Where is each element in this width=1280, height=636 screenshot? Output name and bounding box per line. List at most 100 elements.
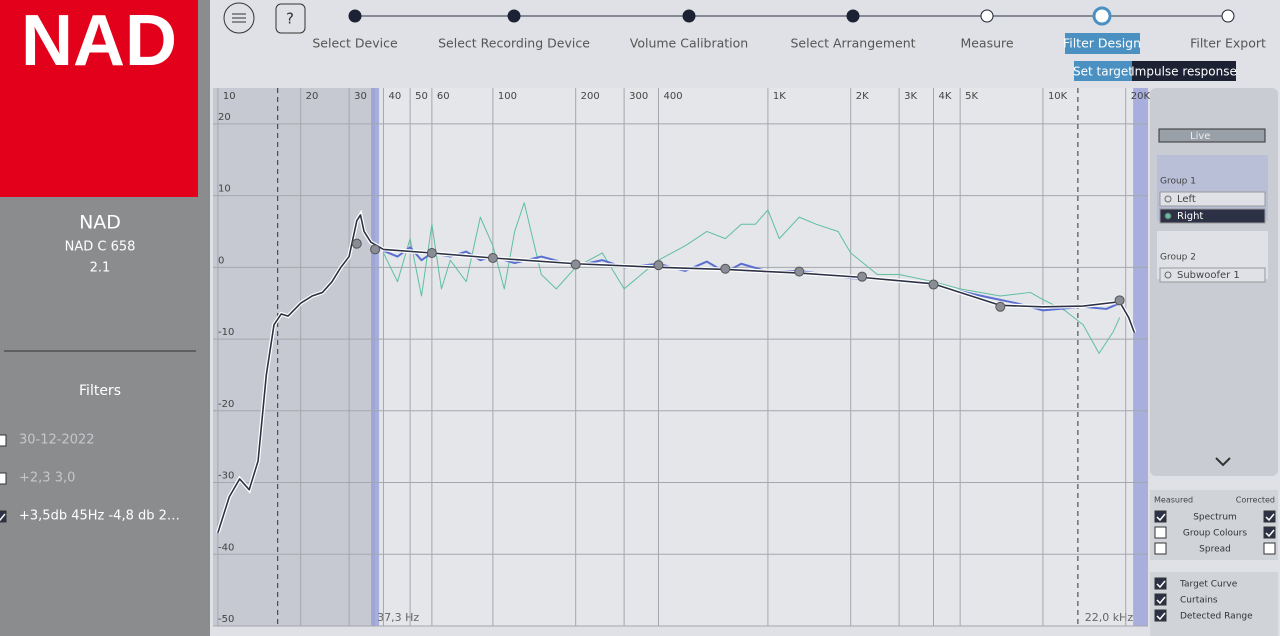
- curtain-high: [1133, 88, 1148, 626]
- tab-label[interactable]: Set target: [1073, 65, 1133, 79]
- toggle-checkbox[interactable]: [1154, 609, 1167, 622]
- y-tick-label: -30: [218, 471, 234, 482]
- channel-row[interactable]: [1159, 208, 1266, 224]
- live-box[interactable]: [1158, 128, 1266, 143]
- step-dot[interactable]: [348, 9, 362, 23]
- toggle-options: [1150, 572, 1278, 636]
- x-tick-label: 3K: [904, 91, 917, 102]
- toggle-checkbox[interactable]: [1154, 577, 1167, 590]
- column-label: Corrected: [1236, 496, 1275, 505]
- step-label[interactable]: Filter Design: [1063, 36, 1141, 51]
- x-tick-label: 300: [629, 91, 648, 102]
- control-point[interactable]: [720, 263, 731, 274]
- toggle-label: Curtains: [1180, 596, 1218, 606]
- live-label: Live: [1190, 131, 1210, 142]
- control-point[interactable]: [426, 247, 437, 258]
- curtain-high-label: 22,0 kHz: [1085, 611, 1134, 624]
- device-model: NAD C 658: [65, 240, 136, 255]
- step-label[interactable]: Select Device: [312, 36, 398, 51]
- toggle-checkbox[interactable]: [1154, 593, 1167, 606]
- control-point[interactable]: [1114, 295, 1125, 306]
- channel-row[interactable]: [1159, 191, 1266, 207]
- x-tick-label: 60: [437, 91, 450, 102]
- step-dot[interactable]: [682, 9, 696, 23]
- check-mark: [1156, 612, 1166, 621]
- column-label: Measured: [1154, 496, 1193, 505]
- step-label[interactable]: Select Arrangement: [790, 36, 915, 51]
- measured-checkbox[interactable]: [1154, 542, 1167, 555]
- help-icon: ?: [286, 10, 294, 28]
- step-dot[interactable]: [507, 9, 521, 23]
- control-point[interactable]: [487, 253, 498, 264]
- x-tick-label: 5K: [965, 91, 978, 102]
- target-curve: [217, 214, 1136, 533]
- scroll-down[interactable]: [1215, 457, 1231, 467]
- check-mark: [0, 513, 6, 522]
- step-dot[interactable]: [846, 9, 860, 23]
- x-tick-label: 10: [223, 91, 236, 102]
- y-tick-label: -10: [218, 327, 234, 338]
- x-tick-label: 200: [581, 91, 600, 102]
- control-point[interactable]: [653, 260, 664, 271]
- filter-checkbox[interactable]: [0, 472, 7, 485]
- x-tick-label: 4K: [938, 91, 951, 102]
- x-tick-label: 10K: [1048, 91, 1068, 102]
- control-point[interactable]: [370, 244, 381, 255]
- tab[interactable]: [1074, 61, 1132, 81]
- y-tick-label: 0: [218, 255, 224, 266]
- help-button[interactable]: [275, 3, 306, 34]
- filter-label[interactable]: +3,5db 45Hz -4,8 db 2…: [19, 509, 180, 524]
- channel-label: Right: [1177, 211, 1203, 222]
- display-options: [1150, 490, 1278, 560]
- filter-label[interactable]: +2,3 3,0: [19, 471, 75, 486]
- step-label[interactable]: Volume Calibration: [630, 36, 748, 51]
- menu-button[interactable]: [223, 2, 255, 34]
- device-channels: 2.1: [90, 261, 111, 276]
- step-highlight: [1065, 33, 1140, 54]
- channel-label: Subwoofer 1: [1177, 270, 1240, 281]
- y-tick-label: -50: [218, 614, 234, 625]
- x-tick-label: 2K: [856, 91, 869, 102]
- measured-curve: [383, 202, 1121, 354]
- x-tick-label: 100: [498, 91, 517, 102]
- option-label: Spread: [1199, 545, 1231, 555]
- step-label[interactable]: Measure: [960, 36, 1013, 51]
- corrected-checkbox[interactable]: [1263, 510, 1276, 523]
- toggle-label: Detected Range: [1180, 612, 1253, 622]
- option-label: Group Colours: [1183, 529, 1247, 539]
- control-point[interactable]: [995, 301, 1006, 312]
- control-point[interactable]: [928, 279, 939, 290]
- filter-label[interactable]: 30-12-2022: [19, 433, 95, 448]
- measured-checkbox[interactable]: [1154, 526, 1167, 539]
- tab[interactable]: [1132, 61, 1236, 81]
- toggle-label: Target Curve: [1179, 580, 1238, 590]
- control-point[interactable]: [794, 266, 805, 277]
- step-dot[interactable]: [980, 9, 994, 23]
- control-point[interactable]: [857, 271, 868, 282]
- step-label[interactable]: Select Recording Device: [438, 36, 590, 51]
- control-point[interactable]: [570, 259, 581, 270]
- channel-dot: [1164, 212, 1172, 220]
- step-dot[interactable]: [1092, 6, 1112, 26]
- x-tick-label: 30: [354, 91, 367, 102]
- filters-title: Filters: [79, 383, 121, 399]
- corrected-checkbox[interactable]: [1263, 542, 1276, 555]
- corrected-checkbox[interactable]: [1263, 526, 1276, 539]
- channel-row[interactable]: [1159, 267, 1266, 283]
- option-label: Spectrum: [1193, 513, 1237, 523]
- control-point[interactable]: [351, 238, 362, 249]
- y-tick-label: 10: [218, 184, 231, 195]
- menu-icon: [232, 13, 246, 23]
- step-label[interactable]: Filter Export: [1190, 36, 1266, 51]
- check-mark: [1156, 596, 1166, 605]
- filter-checkbox[interactable]: [0, 434, 7, 447]
- y-tick-label: 20: [218, 112, 231, 123]
- measured-checkbox[interactable]: [1154, 510, 1167, 523]
- tab-label[interactable]: Impulse response: [1131, 65, 1237, 79]
- x-tick-label: 20K: [1131, 91, 1151, 102]
- curtain-low-label: 37,3 Hz: [377, 611, 419, 624]
- check-mark: [1156, 580, 1166, 589]
- step-dot[interactable]: [1221, 9, 1235, 23]
